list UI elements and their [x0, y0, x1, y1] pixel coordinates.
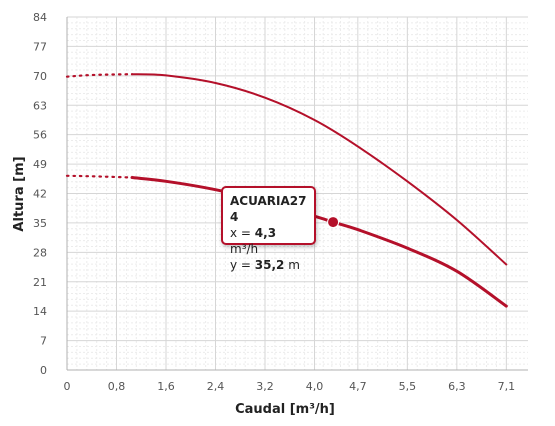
x-tick-labels: 0 0,8 1,6 2,4 3,2 4,0 4,7 5,5 6,3 7,1 — [64, 380, 516, 393]
tooltip-x-label: x = — [230, 226, 255, 240]
tooltip-x-row: x = 4,3 m³/h — [230, 225, 307, 257]
y-tick-label: 7 — [40, 335, 47, 348]
y-tick-label: 56 — [33, 129, 47, 142]
y-tick-label: 14 — [33, 305, 47, 318]
tooltip-title: ACUARIA27 4 — [230, 194, 307, 224]
data-point-tooltip: ACUARIA27 4 x = 4,3 m³/h y = 35,2 m — [221, 186, 316, 272]
x-tick-label: 7,1 — [498, 380, 516, 393]
tooltip-y-label: y = — [230, 258, 255, 272]
x-axis-title: Caudal [m³/h] — [235, 402, 335, 417]
y-tick-label: 21 — [33, 276, 47, 289]
tooltip-y-value: 35,2 — [254, 258, 285, 272]
series-1-line — [131, 73, 508, 266]
x-tick-label: 6,3 — [448, 380, 466, 393]
x-tick-label: 0,8 — [108, 380, 126, 393]
x-tick-label: 3,2 — [256, 380, 274, 393]
x-tick-label: 5,5 — [399, 380, 417, 393]
y-tick-label: 49 — [33, 158, 47, 171]
x-tick-label: 2,4 — [207, 380, 225, 393]
y-tick-label: 28 — [33, 246, 47, 259]
x-tick-label: 4,0 — [306, 380, 324, 393]
series-2-line — [130, 176, 508, 308]
y-tick-labels: 0 7 14 21 28 35 42 49 56 63 70 77 84 — [33, 11, 47, 377]
y-tick-label: 84 — [33, 11, 47, 24]
y-axis-title: Altura [m] — [12, 156, 27, 231]
marker-layer — [327, 216, 340, 229]
x-tick-label: 0 — [64, 380, 71, 393]
series-2-dotted-line — [65, 174, 134, 179]
y-tick-label: 63 — [33, 99, 47, 112]
tooltip-x-value: 4,3 — [254, 226, 277, 240]
tooltip-y-row: y = 35,2 m — [230, 257, 307, 273]
x-tick-label: 1,6 — [157, 380, 175, 393]
y-tick-label: 77 — [33, 40, 47, 53]
tooltip-x-unit: m³/h — [230, 242, 259, 256]
tooltip-y-unit: m — [284, 258, 300, 272]
y-tick-label: 42 — [33, 188, 47, 201]
series-1-dotted-line — [65, 73, 134, 78]
highlighted-data-point — [327, 216, 340, 229]
y-tick-label: 70 — [33, 70, 47, 83]
y-tick-label: 35 — [33, 217, 47, 230]
series-layer — [65, 73, 508, 308]
y-tick-label: 0 — [40, 364, 47, 377]
x-tick-label: 4,7 — [349, 380, 367, 393]
